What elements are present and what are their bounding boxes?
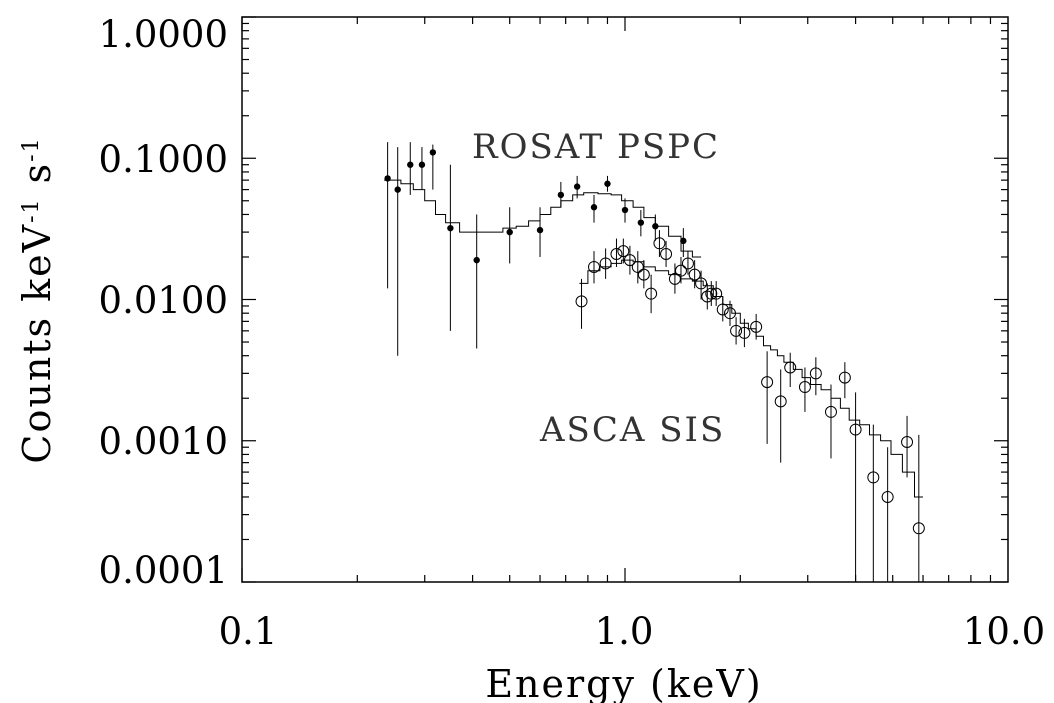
data-point-asca bbox=[668, 272, 681, 285]
data-point-asca bbox=[912, 522, 925, 535]
data-point-rosat bbox=[506, 228, 513, 236]
data-point-rosat bbox=[447, 224, 454, 232]
data-point-asca bbox=[637, 268, 650, 281]
data-point-asca bbox=[901, 435, 914, 448]
data-point-asca bbox=[738, 326, 751, 339]
data-point-asca bbox=[774, 395, 787, 408]
y-axis-title-sup2: -1 bbox=[19, 136, 44, 161]
data-point-asca bbox=[653, 237, 666, 250]
data-point-rosat bbox=[573, 183, 581, 190]
data-point-asca bbox=[867, 471, 880, 484]
data-point-asca bbox=[784, 361, 797, 374]
annotation-rosat: ROSAT PSPC bbox=[472, 127, 720, 167]
data-point-asca bbox=[588, 260, 601, 273]
data-point-asca bbox=[575, 295, 588, 308]
data-point-asca bbox=[730, 324, 743, 337]
data-point-asca bbox=[809, 367, 822, 380]
data-point-asca bbox=[838, 371, 851, 384]
axis-ticks bbox=[241, 16, 1008, 583]
data-point-asca bbox=[705, 287, 718, 300]
data-point-rosat bbox=[621, 206, 629, 214]
data-point-asca bbox=[881, 490, 894, 503]
data-point-asca bbox=[674, 264, 687, 277]
x-tick-label-3: 10.0 bbox=[963, 610, 1045, 653]
data-point-asca bbox=[710, 287, 723, 300]
x-tick-label-2: 1.0 bbox=[595, 610, 654, 653]
data-point-asca bbox=[617, 245, 630, 258]
data-point-asca bbox=[695, 277, 708, 290]
data-point-asca bbox=[660, 247, 673, 260]
y-tick-label-1: 1.0000 bbox=[99, 13, 228, 56]
y-axis-title-main: Counts keV bbox=[15, 223, 59, 464]
y-axis-title: Counts keV-1 s-1 bbox=[15, 136, 59, 463]
data-point-asca bbox=[798, 381, 811, 394]
data-point-rosat bbox=[418, 161, 426, 168]
y-axis-title-sup1: -1 bbox=[19, 197, 44, 222]
data-point-asca bbox=[761, 376, 774, 389]
data-point-asca bbox=[681, 257, 694, 270]
data-point-asca bbox=[623, 254, 636, 267]
data-point-asca bbox=[824, 405, 837, 418]
data-point-rosat bbox=[652, 223, 659, 230]
data-point-asca bbox=[631, 260, 644, 273]
y-axis-title-s: s bbox=[15, 162, 59, 198]
x-axis-title: Energy (keV) bbox=[485, 662, 762, 703]
data-point-asca bbox=[849, 423, 862, 436]
data-point-rosat bbox=[604, 180, 611, 187]
data-point-asca bbox=[645, 287, 658, 300]
data-point-rosat bbox=[557, 191, 565, 199]
data-point-rosat bbox=[637, 219, 645, 226]
data-point-asca bbox=[599, 257, 612, 270]
x-tick-label-1: 0.1 bbox=[219, 610, 278, 653]
data-point-asca bbox=[724, 307, 737, 320]
y-tick-label-5: 0.0001 bbox=[99, 549, 228, 592]
y-tick-label-4: 0.0010 bbox=[99, 420, 228, 463]
data-point-rosat bbox=[473, 256, 480, 264]
data-point-rosat bbox=[680, 237, 687, 245]
y-tick-label-3: 0.0100 bbox=[99, 279, 228, 322]
data-point-asca bbox=[750, 320, 763, 333]
model-step-line bbox=[384, 179, 702, 258]
y-tick-label-2: 0.1000 bbox=[99, 138, 228, 181]
model-step-line bbox=[579, 259, 923, 498]
data-point-rosat bbox=[536, 226, 544, 234]
data-point-rosat bbox=[384, 175, 391, 182]
data-point-rosat bbox=[590, 204, 598, 211]
data-point-asca bbox=[701, 290, 714, 303]
data-point-rosat bbox=[429, 149, 437, 156]
data-point-asca bbox=[688, 268, 701, 281]
plot-layer bbox=[384, 142, 925, 582]
data-point-asca bbox=[716, 303, 729, 316]
annotation-asca: ASCA SIS bbox=[539, 410, 725, 450]
data-point-rosat bbox=[407, 161, 414, 168]
data-point-rosat bbox=[394, 186, 401, 193]
data-point-asca bbox=[610, 247, 623, 260]
